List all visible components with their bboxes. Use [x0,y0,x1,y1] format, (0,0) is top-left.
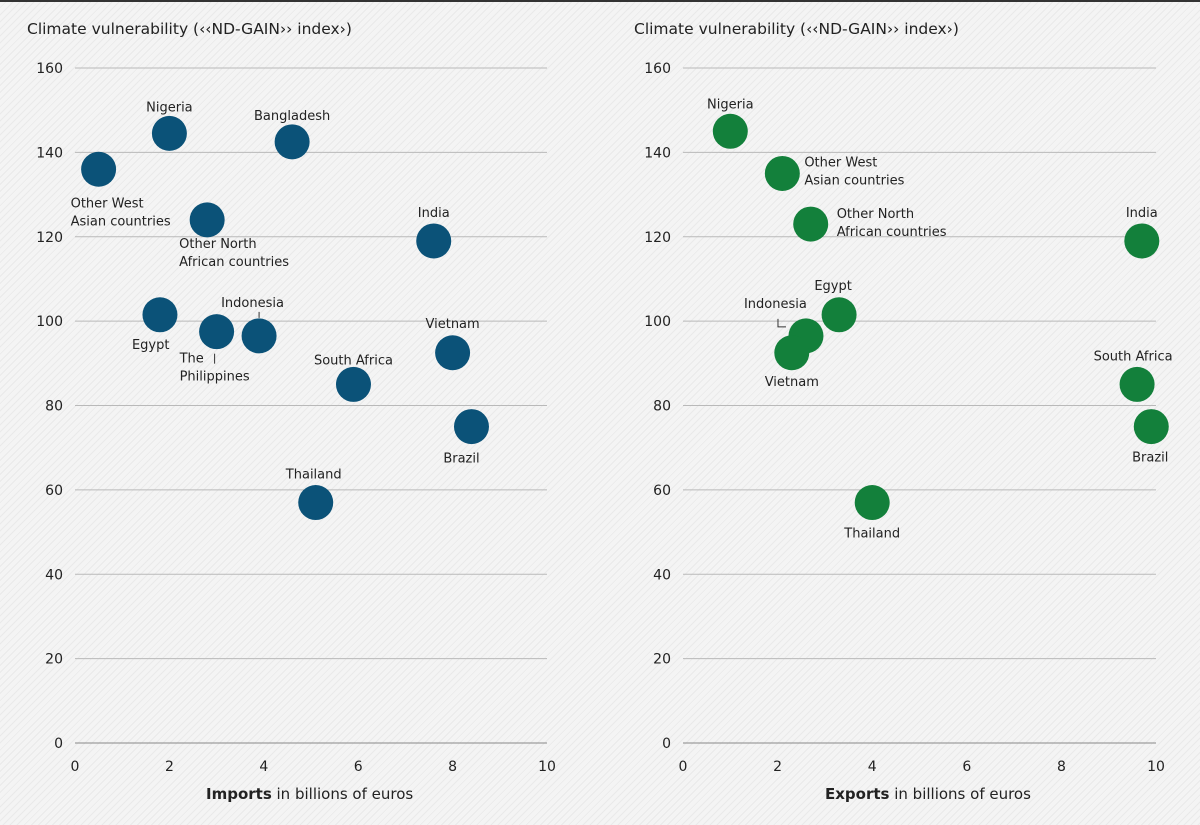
leader-line [777,318,786,328]
y-axis-label: Climate vulnerability (‹‹ND-GAIN›› index… [27,20,352,38]
y-tick-label: 0 [54,736,63,752]
data-label: Other West Asian countries [804,155,904,188]
y-tick-label: 140 [644,145,671,161]
y-tick-label: 40 [45,567,63,583]
data-point [821,297,857,333]
x-tick-label: 8 [448,759,457,775]
data-label: Nigeria [707,97,754,112]
data-label: Other North African countries [837,207,947,240]
y-tick-label: 20 [45,652,63,668]
data-label: India [1126,206,1158,221]
y-tick-label: 40 [653,567,671,583]
imports-scatter-plot: 0 20 40 60 80 100 120 140 160 0 2 4 6 8 10 Nigeria Bangl… [36,61,556,775]
data-label: Brazil [443,452,479,467]
x-tick-label: 0 [679,759,688,775]
data-label: South Africa [1094,349,1173,364]
y-tick-label: 0 [662,736,671,752]
data-point [142,297,178,333]
x-tick-label: 4 [868,759,877,775]
y-tick-label: 80 [653,399,671,415]
data-point [151,115,187,151]
x-axis-label-rest: in billions of euros [271,785,414,803]
x-tick-label: 4 [259,759,268,775]
data-point [416,223,452,259]
x-axis-label-bold: Exports [825,785,890,803]
data-label: Indonesia [221,296,284,311]
data-point [435,335,471,371]
y-tick-label: 140 [36,145,63,161]
data-label: Egypt [132,338,170,353]
exports-scatter-plot: 0 20 40 60 80 100 120 140 160 0 2 4 6 8 10 Nigeria Other… [644,61,1173,775]
x-tick-label: 10 [1147,759,1165,775]
x-tick-label: 6 [354,759,363,775]
data-point [81,151,117,187]
y-tick-label: 100 [644,314,671,330]
y-tick-label: 60 [653,483,671,499]
y-tick-label: 160 [644,61,671,77]
data-point [453,409,489,445]
data-label: The Philippines [179,352,250,385]
data-point [854,485,890,521]
exports-chart-panel: Climate vulnerability (‹‹ND-GAIN›› index… [600,0,1200,825]
data-point [189,202,225,238]
data-point [764,155,800,191]
imports-chart-panel: Climate vulnerability (‹‹ND-GAIN›› index… [27,20,556,803]
data-point [241,318,277,354]
y-tick-label: 160 [36,61,63,77]
data-point [199,314,235,350]
x-axis-label: Exports in billions of euros [825,785,1031,803]
x-tick-label: 8 [1057,759,1066,775]
data-point [1124,223,1160,259]
y-tick-label: 20 [653,652,671,668]
data-label: Nigeria [146,100,193,115]
data-label: Brazil [1132,451,1168,466]
top-border [0,0,1200,2]
x-tick-label: 10 [538,759,556,775]
y-tick-label: 100 [36,314,63,330]
data-label: Other North African countries [179,237,289,270]
data-label: Other West Asian countries [71,196,171,229]
data-label: Vietnam [426,317,480,332]
y-tick-label: 120 [36,230,63,246]
data-label: Thailand [843,527,900,542]
data-label: Vietnam [765,375,819,390]
x-tick-label: 2 [165,759,174,775]
data-label: Thailand [285,468,342,483]
data-point [793,206,829,242]
data-point [335,366,371,402]
x-axis-label: Imports in billions of euros [206,785,413,803]
x-axis-label-rest: in billions of euros [889,785,1031,803]
x-tick-label: 2 [773,759,782,775]
x-tick-label: 0 [71,759,80,775]
x-tick-label: 6 [962,759,971,775]
y-axis-label: Climate vulnerability (‹‹ND-GAIN›› index… [634,20,959,38]
data-point [1119,366,1155,402]
data-label: Bangladesh [254,109,330,124]
data-label: Egypt [814,279,852,294]
data-point [274,124,310,160]
data-label: Indonesia [744,297,807,312]
data-point [298,485,334,521]
data-point [774,335,810,371]
data-label: India [418,206,450,221]
y-tick-label: 80 [45,399,63,415]
y-tick-label: 120 [644,230,671,246]
x-axis-label-bold: Imports [206,785,272,803]
y-tick-label: 60 [45,483,63,499]
data-point [712,113,748,149]
data-point [1133,409,1169,445]
data-label: South Africa [314,353,393,368]
